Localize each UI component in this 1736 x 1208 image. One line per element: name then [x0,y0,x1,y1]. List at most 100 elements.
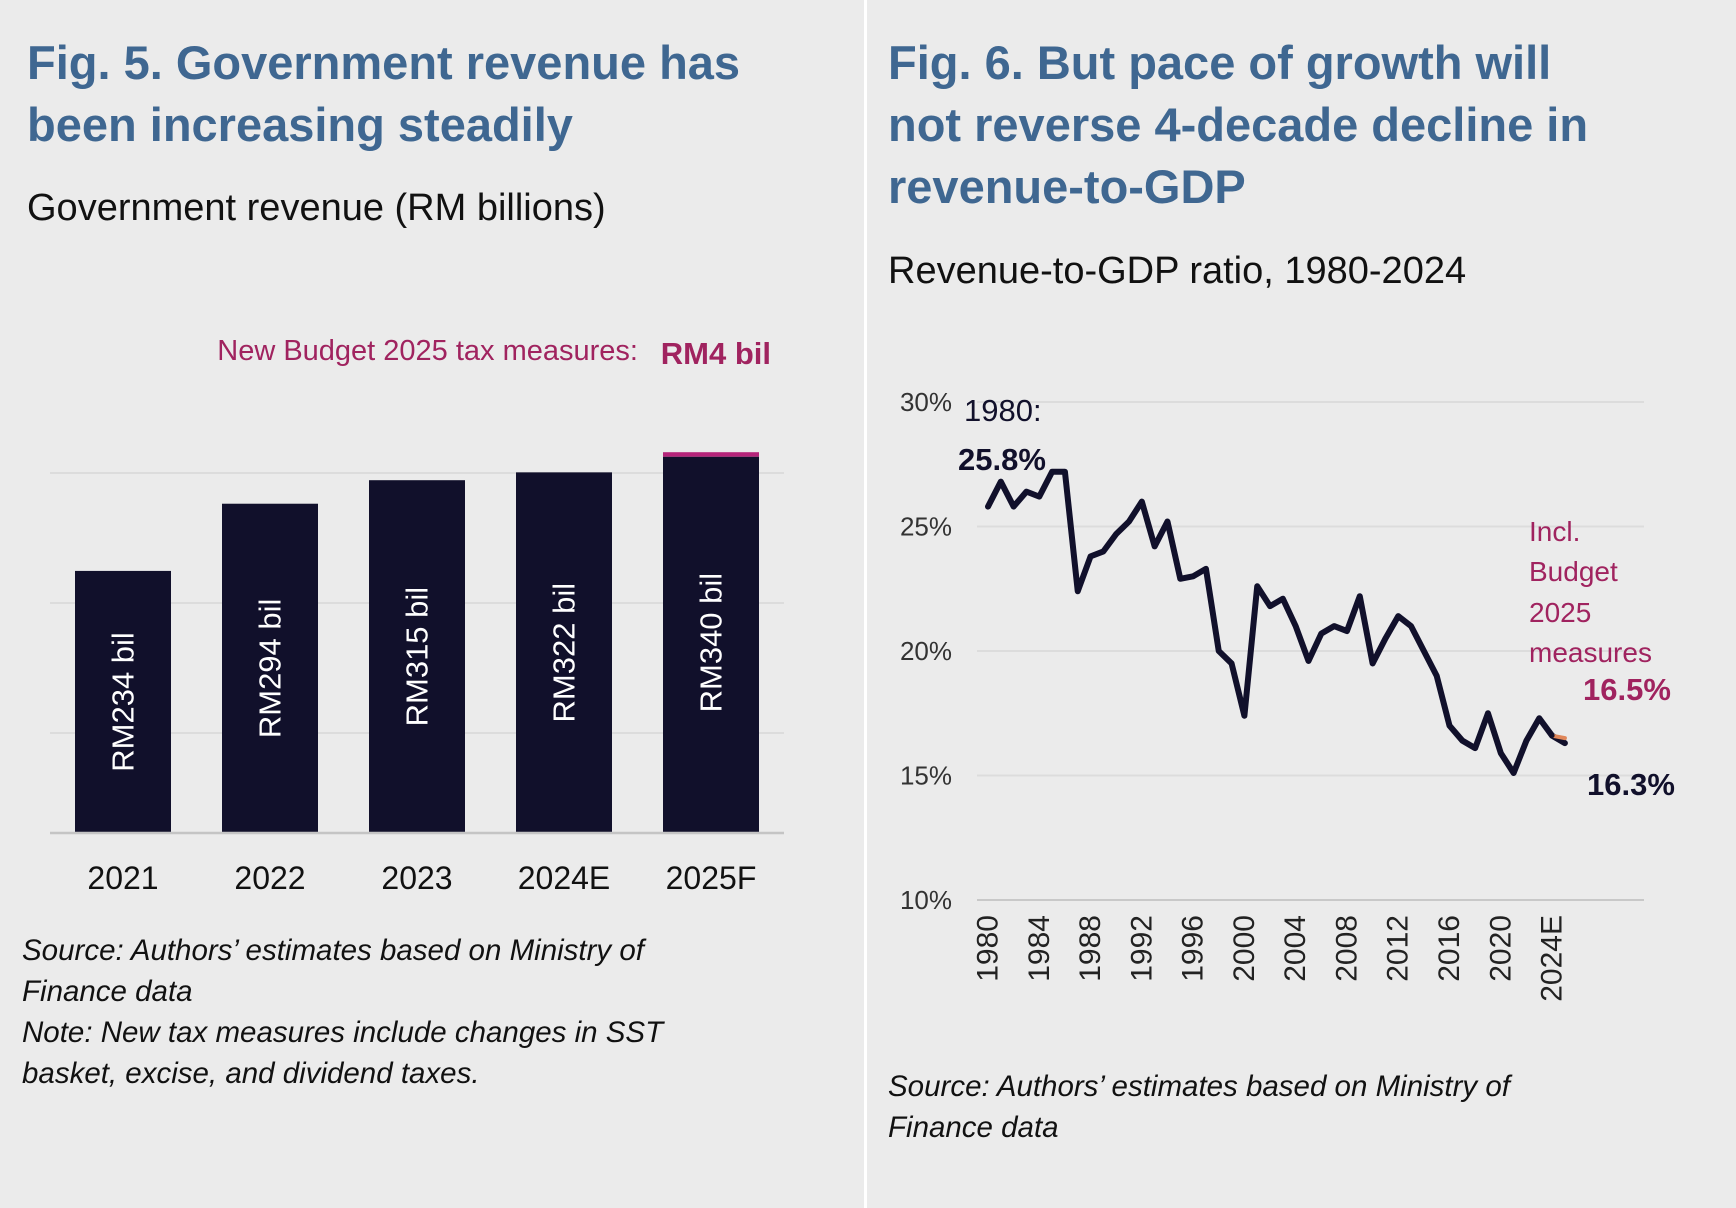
line-chart-y-tick-labels: 30% 25% 20% 15% 10% [900,387,952,915]
bar-chart-x-tick-labels: 2021 2022 2023 2024E 2025F [87,860,756,896]
line-chart-series [985,468,1568,777]
figure-5-title-line-1: Fig. 5. Government revenue has [27,36,741,89]
bar-chart-bars [75,452,759,833]
figure-6-subtitle: Revenue-to-GDP ratio, 1980-2024 [888,250,1467,292]
figure-6-title-line-3: revenue-to-GDP [888,160,1246,213]
figure-5-note-line-3: Note: New tax measures include changes i… [22,1016,664,1049]
line-data-point [1318,631,1324,637]
line-data-point [1293,623,1299,629]
line-data-point [1036,494,1042,500]
bar-data-label: RM322 bil [547,583,582,723]
incl-measures-line-3: 2025 [1529,597,1591,628]
panel-divider [864,0,867,1208]
incl-measures-line-2: Budget [1529,556,1618,587]
line-x-tick-label: 2004 [1279,915,1312,982]
line-data-point [1447,723,1453,729]
line-data-point [1023,489,1029,495]
line-data-point [1280,596,1286,602]
line-x-tick-label: 2020 [1484,915,1517,982]
incl-measures-value: 16.5% [1583,672,1671,707]
figure-6-panel: Fig. 6. But pace of growth will not reve… [868,0,1736,1208]
bar-x-tick-label: 2023 [381,860,452,896]
line-data-point [1344,628,1350,634]
line-x-tick-label: 2024E [1536,915,1569,1002]
start-year-annotation: 1980: [964,393,1042,428]
figure-5-note-line-2: Finance data [22,975,193,1008]
figure-6-title: Fig. 6. But pace of growth will not reve… [888,32,1588,218]
line-y-tick-label: 30% [900,387,952,417]
revenue-bar [369,480,465,833]
line-x-tick-label: 1996 [1177,915,1210,982]
revenue-bar [516,472,612,833]
line-data-point [1421,648,1427,654]
line-x-tick-label: 2000 [1228,915,1261,982]
line-chart-gridlines [977,401,1644,901]
incl-measures-annotation: Incl. Budget 2025 measures [1529,516,1652,668]
figure-6-title-line-1: Fig. 6. But pace of growth will [888,36,1552,89]
line-x-tick-label: 2008 [1330,915,1363,982]
line-data-point [1126,519,1132,525]
line-data-point [1536,715,1542,721]
line-y-tick-label: 10% [900,885,952,915]
line-data-point [1498,750,1504,756]
line-data-point [1203,566,1209,572]
line-data-point [985,504,991,510]
line-data-point [1062,469,1068,475]
figure-6-note-line-1: Source: Authors’ estimates based on Mini… [888,1070,1510,1103]
revenue-bar [663,456,759,833]
line-data-point [1331,623,1337,629]
start-value-annotation: 25.8% [958,442,1046,477]
line-data-point [1190,573,1196,579]
line-data-point [1152,543,1158,549]
line-x-tick-label: 2012 [1382,915,1415,982]
line-data-point [1434,673,1440,679]
line-y-tick-label: 15% [900,761,952,791]
line-x-tick-label: 1984 [1023,915,1056,982]
line-data-point [1395,613,1401,619]
line-data-point [1177,576,1183,582]
figure-6-source-note: Source: Authors’ estimates based on Mini… [888,1066,1510,1148]
figure-5-note-line-1: Source: Authors’ estimates based on Mini… [22,934,644,967]
line-data-point [1254,583,1260,589]
line-data-point [1075,588,1081,594]
revenue-bar [75,570,171,833]
line-data-point [998,479,1004,485]
end-value-annotation: 16.3% [1587,767,1675,802]
incl-measures-line-1: Incl. [1529,516,1580,547]
revenue-to-gdp-line [985,468,1568,777]
line-data-point [1216,648,1222,654]
line-data-point [1267,603,1273,609]
revenue-bar [222,503,318,833]
bar-data-label: RM340 bil [694,573,729,713]
line-data-point [1306,658,1311,664]
line-data-point [1562,740,1568,746]
line-data-point [1113,531,1119,537]
incl-measures-line-4: measures [1529,637,1652,668]
bar-chart-data-labels: RM234 bil RM294 bil RM315 bil RM322 bil RM34… [106,573,729,772]
line-data-point [1408,623,1414,629]
line-data-point [1485,710,1491,716]
bar-data-label: RM315 bil [400,587,435,727]
bar-x-tick-label: 2025F [666,860,757,896]
line-data-point [1139,499,1145,505]
figure-6-title-line-2: not reverse 4-decade decline in [888,98,1589,151]
figure-5-note-line-4: basket, excise, and dividend taxes. [22,1057,480,1090]
revenue-bar-chart: RM234 bil RM294 bil RM315 bil RM322 bil RM34… [50,335,784,896]
figure-5-panel: Fig. 5. Government revenue has been incr… [0,0,864,1208]
line-x-tick-label: 1980 [972,915,1005,982]
line-chart-x-tick-labels: 1980 1984 1988 1992 1996 2000 2004 2008 2012 2016… [972,915,1569,1002]
line-data-point [1164,519,1170,525]
figure-6-note-line-2: Finance data [888,1111,1059,1144]
revenue-to-gdp-line-chart: 30% 25% 20% 15% 10% 1980 1984 1988 1992 1996 2000… [900,387,1675,1002]
figure-5-subtitle: Government revenue (RM billions) [27,187,606,229]
line-x-tick-label: 1992 [1125,915,1158,982]
bar-x-tick-label: 2021 [87,860,158,896]
line-data-point [1100,548,1106,554]
budget-measures-value: RM4 bil [661,336,771,371]
line-data-point [1357,593,1363,599]
line-data-point [1011,504,1017,510]
budget-measures-annotation: New Budget 2025 tax measures: [217,335,638,367]
line-x-tick-label: 1988 [1074,915,1107,982]
bar-data-label: RM294 bil [253,599,288,739]
budget-measures-bar-segment [663,452,759,457]
